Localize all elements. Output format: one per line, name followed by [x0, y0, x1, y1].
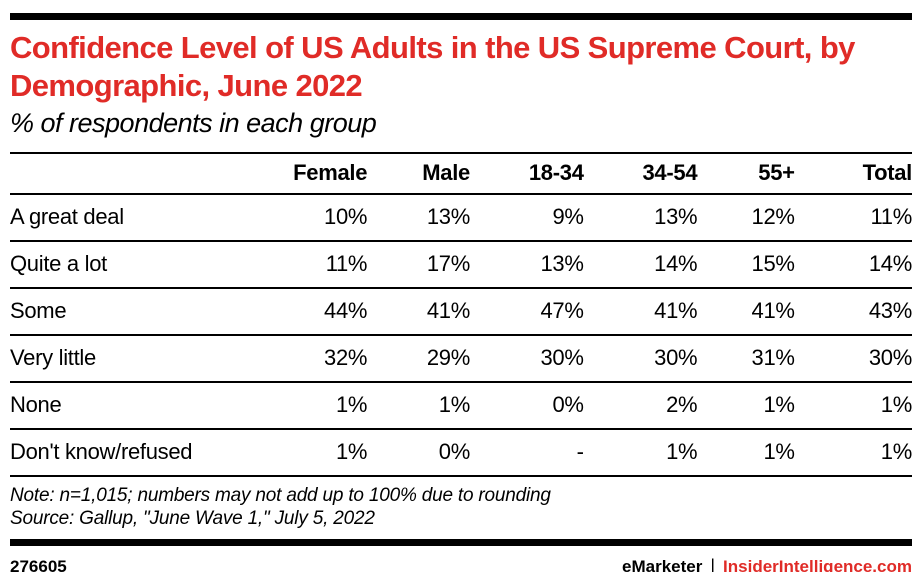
table-cell: 13% [367, 194, 470, 242]
table-cell: 11% [249, 241, 367, 289]
table-cell: 15% [697, 241, 795, 289]
table-cell: 29% [367, 335, 470, 383]
table-row: A great deal 10% 13% 9% 13% 12% 11% [10, 194, 912, 242]
footer-bar: 276605 eMarketer | InsiderIntelligence.c… [10, 556, 912, 572]
column-header: Male [367, 152, 470, 195]
emarketer-wordmark: eMarketer [622, 556, 703, 572]
row-label: Quite a lot [10, 241, 250, 289]
table-cell: 30% [583, 335, 698, 383]
table-cell: 41% [367, 288, 470, 336]
note-text: Note: n=1,015; numbers may not add up to… [10, 485, 551, 506]
column-header: 18-34 [470, 152, 584, 195]
table-cell: 2% [583, 382, 698, 430]
table-cell: 47% [470, 288, 584, 336]
table-row: Don't know/refused 1% 0% -1% 1% 1% [10, 429, 912, 477]
chart-id: 276605 [10, 556, 67, 572]
column-header: Female [249, 152, 367, 195]
table-cell: 44% [249, 288, 367, 336]
column-header: 55+ [697, 152, 795, 195]
row-label: Don't know/refused [10, 429, 250, 477]
row-label: Some [10, 288, 250, 336]
table-cell: 12% [697, 194, 795, 242]
table-cell: - [470, 429, 584, 477]
source-text: Source: Gallup, "June Wave 1," July 5, 2… [10, 508, 375, 529]
table-body: A great deal 10% 13% 9% 13% 12% 11% Quite a lot… [10, 194, 912, 477]
table-cell: 13% [583, 194, 698, 242]
column-header-empty [10, 152, 250, 195]
table-cell: 0% [470, 382, 584, 430]
table-cell: 11% [794, 194, 912, 242]
table-cell: 1% [697, 382, 795, 430]
table-cell: 14% [794, 241, 912, 289]
row-label: None [10, 382, 250, 430]
table-cell: 32% [249, 335, 367, 383]
table-cell: 1% [249, 382, 367, 430]
row-label: A great deal [10, 194, 250, 242]
column-header: Total [794, 152, 912, 195]
table-cell: 9% [470, 194, 584, 242]
table-cell: 43% [794, 288, 912, 336]
table-cell: 41% [583, 288, 698, 336]
table-cell: 1% [249, 429, 367, 477]
table-cell: 1% [367, 382, 470, 430]
table-cell: 10% [249, 194, 367, 242]
top-rule [10, 13, 912, 20]
table-cell: 1% [583, 429, 698, 477]
chart-subtitle: % of respondents in each group [10, 108, 377, 138]
table-row: None 1% 1% 0% 2% 1% 1% [10, 382, 912, 430]
table-cell: 30% [794, 335, 912, 383]
table-row: Very little 32% 29% 30% 30% 31% 30% [10, 335, 912, 383]
table-cell: 0% [367, 429, 470, 477]
table-cell: 30% [470, 335, 584, 383]
table-cell: 41% [697, 288, 795, 336]
table-row: Quite a lot 11% 17% 13% 14% 15% 14% [10, 241, 912, 289]
table-cell: 1% [794, 429, 912, 477]
table-cell: 13% [470, 241, 584, 289]
insider-intelligence-wordmark: InsiderIntelligence.com [723, 556, 912, 572]
footer-separator: | [710, 556, 716, 572]
data-table: Female Male 18-34 34-54 55+ Total A great dea… [10, 152, 912, 477]
header-row: Female Male 18-34 34-54 55+ Total [10, 152, 912, 195]
table-cell: 1% [697, 429, 795, 477]
table-cell: 17% [367, 241, 470, 289]
table-row: Some 44% 41% 47% 41% 41% 43% [10, 288, 912, 336]
chart-title: Confidence Level of US Adults in the US … [10, 30, 855, 103]
bottom-rule [10, 539, 912, 546]
row-label: Very little [10, 335, 250, 383]
table-cell: 31% [697, 335, 795, 383]
brand-block: eMarketer | InsiderIntelligence.com [622, 556, 912, 572]
column-header: 34-54 [583, 152, 698, 195]
table-cell: 14% [583, 241, 698, 289]
table-cell: 1% [794, 382, 912, 430]
